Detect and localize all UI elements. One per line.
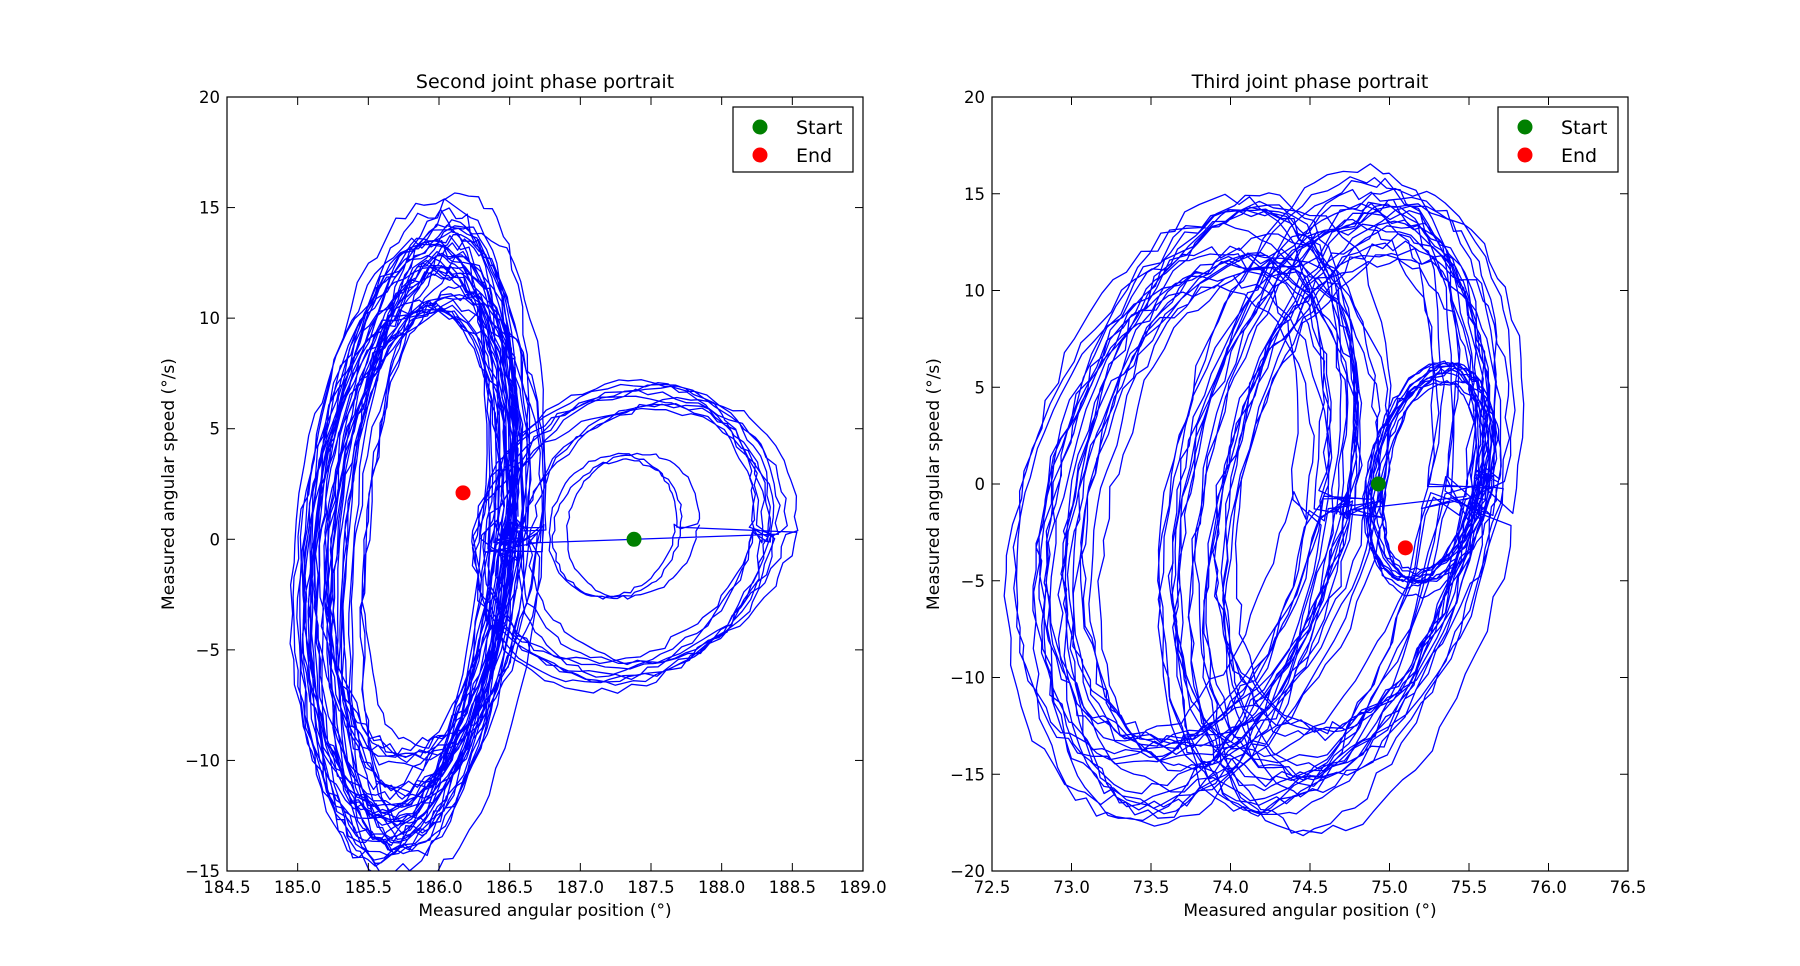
series-lines <box>1003 163 1525 837</box>
y-tick-label: 0 <box>210 530 221 549</box>
x-tick-label: 74.5 <box>1292 878 1329 897</box>
x-tick-label: 76.0 <box>1530 878 1567 897</box>
y-tick-label: 15 <box>199 199 220 218</box>
y-tick-label: 5 <box>975 378 986 397</box>
y-tick-label: 20 <box>964 88 985 107</box>
x-tick-label: 75.0 <box>1371 878 1408 897</box>
y-tick-label: −5 <box>196 641 220 660</box>
phase-trajectory-line <box>289 192 799 871</box>
start-marker <box>626 531 642 547</box>
legend-label-start: Start <box>796 117 842 139</box>
x-tick-label: 186.0 <box>415 878 462 897</box>
x-tick-label: 186.5 <box>486 878 533 897</box>
x-tick-label: 187.0 <box>557 878 604 897</box>
chart-title: Second joint phase portrait <box>416 71 674 93</box>
y-tick-label: 10 <box>199 309 220 328</box>
y-tick-label: −10 <box>185 751 220 770</box>
legend-label-start: Start <box>1561 117 1607 139</box>
x-tick-label: 185.0 <box>274 878 321 897</box>
x-tick-label: 188.5 <box>769 878 816 897</box>
x-tick-label: 74.0 <box>1212 878 1249 897</box>
x-axis-label: Measured angular position (°) <box>418 901 671 921</box>
y-tick-label: −10 <box>950 669 985 688</box>
legend-marker-end <box>1517 147 1533 163</box>
y-tick-label: 15 <box>964 185 985 204</box>
x-tick-label: 75.5 <box>1451 878 1488 897</box>
x-tick-label: 73.0 <box>1053 878 1090 897</box>
phase-trajectory-line <box>1003 163 1525 837</box>
x-tick-label: 184.5 <box>203 878 250 897</box>
legend: Start End <box>1497 106 1619 173</box>
legend-marker-start <box>1517 119 1533 135</box>
y-axis-label: Measured angular speed (°/s) <box>924 358 944 610</box>
y-axis-label: Measured angular speed (°/s) <box>159 358 179 610</box>
y-tick-label: −20 <box>950 862 985 881</box>
legend-marker-end <box>752 147 768 163</box>
y-tick-label: 20 <box>199 88 220 107</box>
y-tick-label: 5 <box>210 420 221 439</box>
legend-box <box>732 106 854 173</box>
x-tick-label: 189.0 <box>839 878 886 897</box>
series-lines <box>289 192 799 871</box>
third-joint-chart: 72.5 73.0 73.5 74.0 74.5 75.0 75.5 76.0 76.5 −20 −… <box>924 71 1646 921</box>
x-tick-label: 188.0 <box>698 878 745 897</box>
end-marker <box>1397 540 1413 556</box>
x-tick-label: 185.5 <box>345 878 392 897</box>
x-tick-label: 73.5 <box>1133 878 1170 897</box>
y-tick-label: −15 <box>950 765 985 784</box>
legend-label-end: End <box>1561 145 1597 167</box>
x-tick-label: 187.5 <box>627 878 674 897</box>
y-tick-label: 10 <box>964 282 985 301</box>
chart-title: Third joint phase portrait <box>1191 71 1429 93</box>
y-tick-label: −15 <box>185 862 220 881</box>
start-marker <box>1370 476 1386 492</box>
legend-label-end: End <box>796 145 832 167</box>
legend: Start End <box>732 106 854 173</box>
y-tick-label: 0 <box>975 475 986 494</box>
end-marker <box>455 485 471 501</box>
plot-frame <box>226 96 864 872</box>
legend-marker-start <box>752 119 768 135</box>
legend-box <box>1497 106 1619 173</box>
x-tick-label: 76.5 <box>1610 878 1647 897</box>
x-tick-label: 72.5 <box>974 878 1011 897</box>
x-axis-label: Measured angular position (°) <box>1183 901 1436 921</box>
second-joint-chart: 184.5 185.0 185.5 186.0 186.5 187.0 187.5 188.0… <box>159 71 887 921</box>
y-tick-label: −5 <box>961 572 985 591</box>
